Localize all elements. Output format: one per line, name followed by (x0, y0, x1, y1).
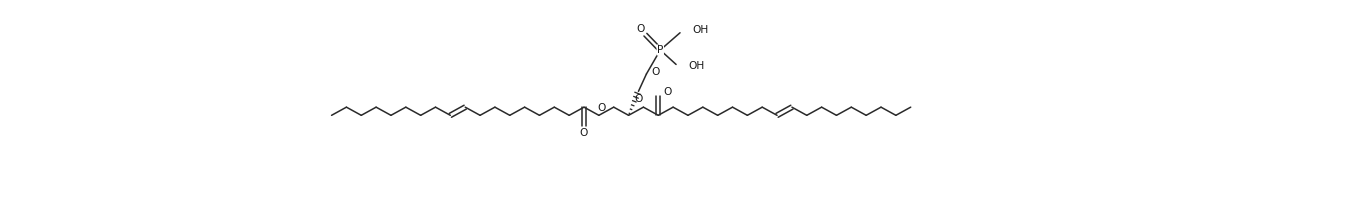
Text: O: O (663, 87, 671, 97)
Text: O: O (634, 94, 642, 105)
Text: P: P (657, 45, 664, 55)
Text: O: O (598, 103, 606, 113)
Text: O: O (580, 128, 589, 138)
Text: OH: OH (691, 25, 708, 35)
Text: O: O (652, 67, 660, 77)
Text: O: O (637, 24, 645, 34)
Text: OH: OH (689, 61, 704, 71)
